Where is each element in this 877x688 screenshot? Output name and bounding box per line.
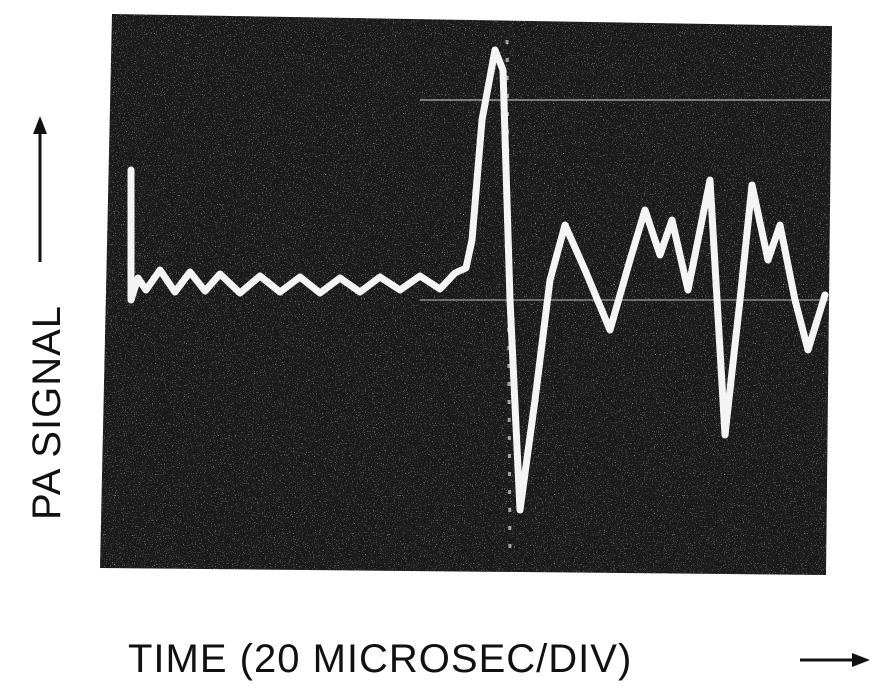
x-label: TIME (20 MICROSEC/DIV) [128,637,632,681]
y-axis-title: PA SIGNAL [25,116,69,520]
scope-screen [100,14,832,575]
y-label: PA SIGNAL [25,305,69,520]
trace [127,46,829,514]
x-axis-title: TIME (20 MICROSEC/DIV) [128,637,870,681]
